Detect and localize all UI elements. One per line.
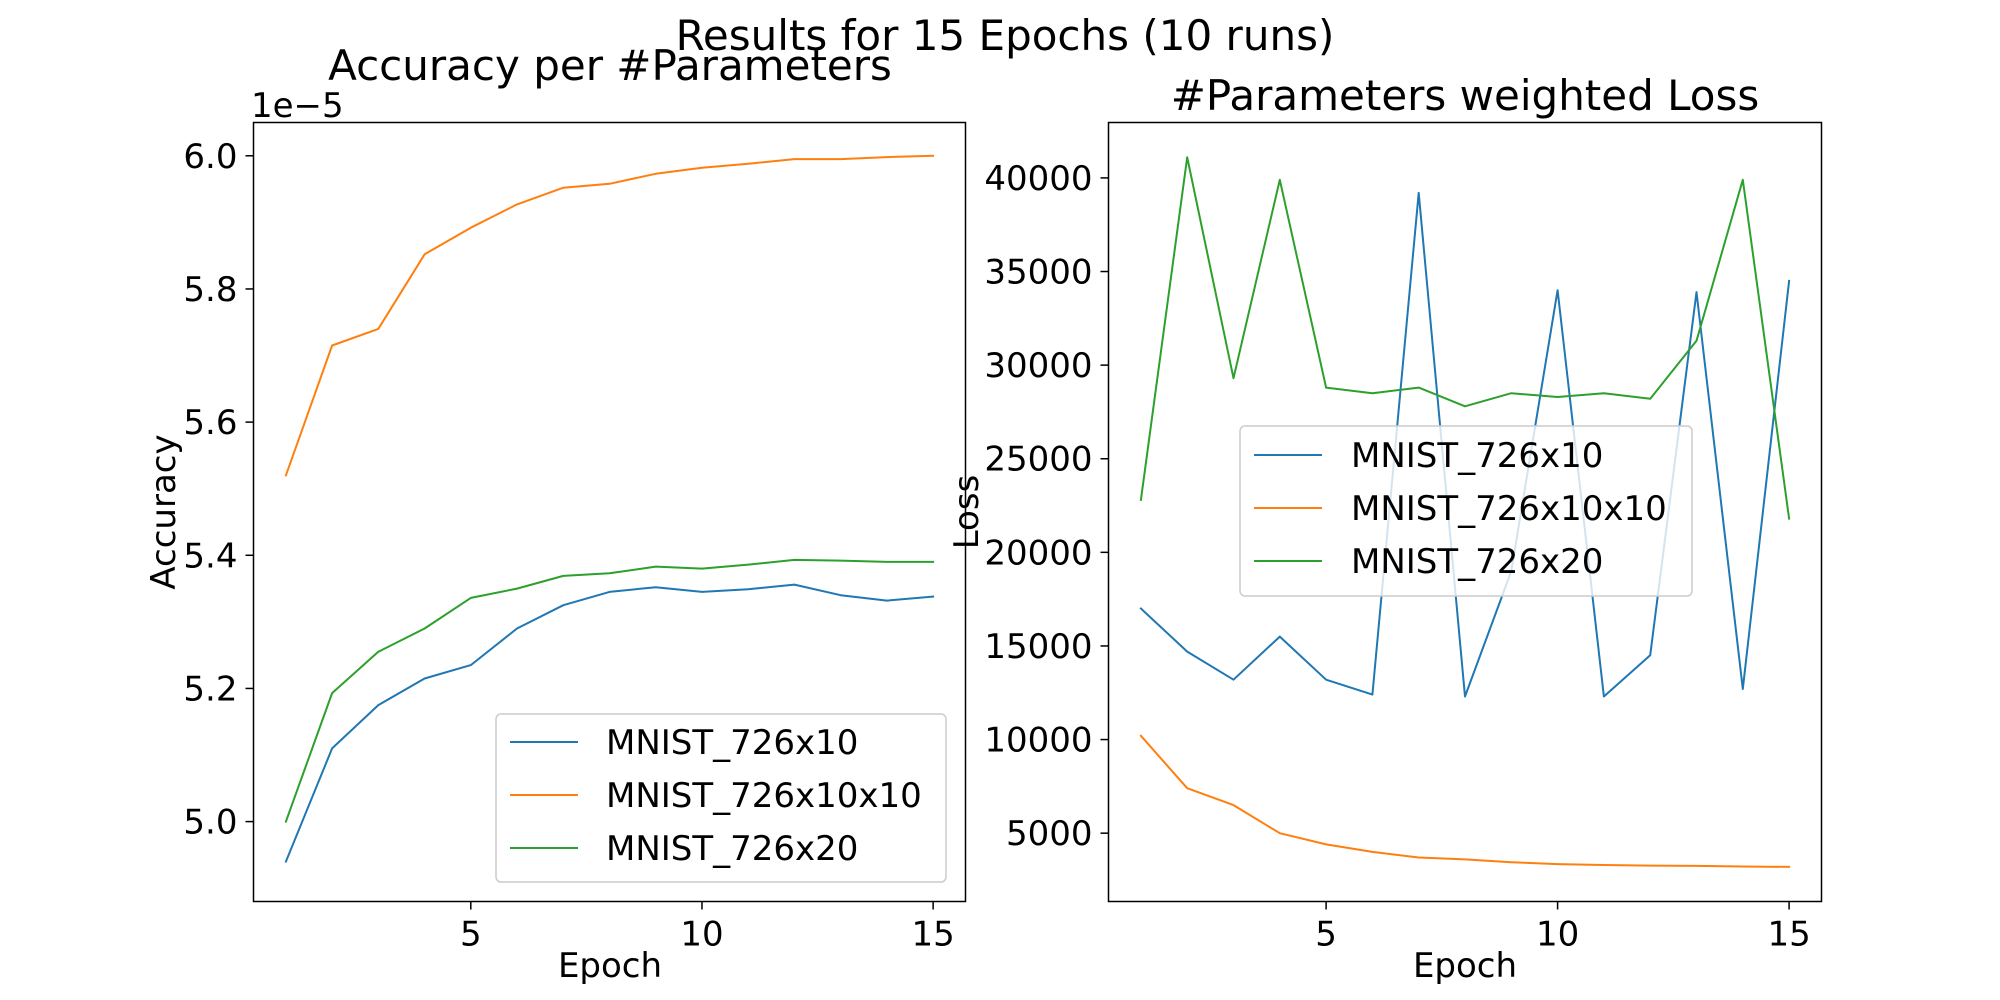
loss-chart: #Parameters weighted Loss Epoch Loss 5 10… [947, 71, 1823, 986]
accuracy-y-tick-label: 5.2 [183, 669, 237, 709]
loss-legend: MNIST_726x10 MNIST_726x10x10 MNIST_726x2… [1239, 425, 1693, 597]
accuracy-x-axis-label: Epoch [558, 946, 662, 986]
accuracy-series-line-mnist-726x20 [284, 558, 935, 823]
accuracy-offset-text: 1e−5 [251, 86, 344, 126]
accuracy-y-axis-label: Accuracy [144, 434, 184, 589]
accuracy-chart-title: Accuracy per #Parameters [328, 41, 892, 90]
accuracy-series-layer [284, 154, 935, 863]
loss-tick-layer: 5 10 15 5000 10000 15000 20000 25000 30000 35000 4… [984, 159, 1810, 955]
loss-y-tick-label: 40000 [984, 159, 1092, 199]
legend-label-mnist-726x20: MNIST_726x20 [1351, 542, 1603, 582]
accuracy-x-tick-label: 5 [460, 915, 482, 955]
accuracy-tick-layer: 5 10 15 5.0 5.2 5.4 5.6 5.8 6.0 [183, 137, 954, 955]
accuracy-x-tick-label: 10 [680, 915, 723, 955]
accuracy-x-tick-label: 15 [912, 915, 955, 955]
loss-series-line-mnist-726x10 [1139, 191, 1791, 698]
loss-y-tick-label: 35000 [984, 253, 1092, 293]
accuracy-y-tick-label: 5.0 [183, 803, 237, 843]
loss-x-tick-label: 15 [1767, 915, 1810, 955]
loss-series-layer [1139, 156, 1791, 868]
loss-x-tick-label: 10 [1536, 915, 1579, 955]
loss-y-tick-label: 30000 [984, 346, 1092, 386]
loss-y-tick-label: 10000 [984, 721, 1092, 761]
loss-y-tick-label: 15000 [984, 627, 1092, 667]
loss-y-tick-label: 20000 [984, 533, 1092, 573]
legend-label-mnist-726x10: MNIST_726x10 [606, 723, 858, 763]
accuracy-chart: Accuracy per #Parameters 1e−5 Epoch Accu… [144, 41, 967, 986]
accuracy-series-line-mnist-726x10 [284, 583, 935, 863]
figure-suptitle: Results for 15 Epochs (10 runs) [676, 11, 1335, 60]
accuracy-series-line-mnist-726x10x10 [284, 154, 935, 477]
accuracy-legend-frame [495, 713, 947, 883]
loss-y-axis-label: Loss [947, 475, 987, 550]
loss-series-line-mnist-726x20 [1139, 156, 1791, 520]
accuracy-y-tick-label: 5.4 [183, 536, 237, 576]
legend-label-mnist-726x20: MNIST_726x20 [606, 829, 858, 869]
loss-x-axis-label: Epoch [1413, 946, 1517, 986]
loss-legend-frame [1239, 425, 1693, 597]
loss-series-line-mnist-726x10x10 [1139, 734, 1791, 868]
legend-label-mnist-726x10: MNIST_726x10 [1351, 436, 1603, 476]
loss-plot-frame [1107, 121, 1823, 903]
legend-label-mnist-726x10x10: MNIST_726x10x10 [606, 776, 922, 816]
accuracy-y-tick-label: 6.0 [183, 137, 237, 177]
loss-y-tick-label: 5000 [1006, 814, 1093, 854]
loss-chart-title: #Parameters weighted Loss [1171, 71, 1760, 120]
accuracy-y-tick-label: 5.6 [183, 403, 237, 443]
accuracy-plot-frame [252, 121, 967, 903]
loss-x-tick-label: 5 [1315, 915, 1337, 955]
loss-y-tick-label: 25000 [984, 440, 1092, 480]
legend-label-mnist-726x10x10: MNIST_726x10x10 [1351, 489, 1667, 529]
accuracy-y-tick-label: 5.8 [183, 270, 237, 310]
accuracy-legend: MNIST_726x10 MNIST_726x10x10 MNIST_726x2… [495, 713, 947, 883]
